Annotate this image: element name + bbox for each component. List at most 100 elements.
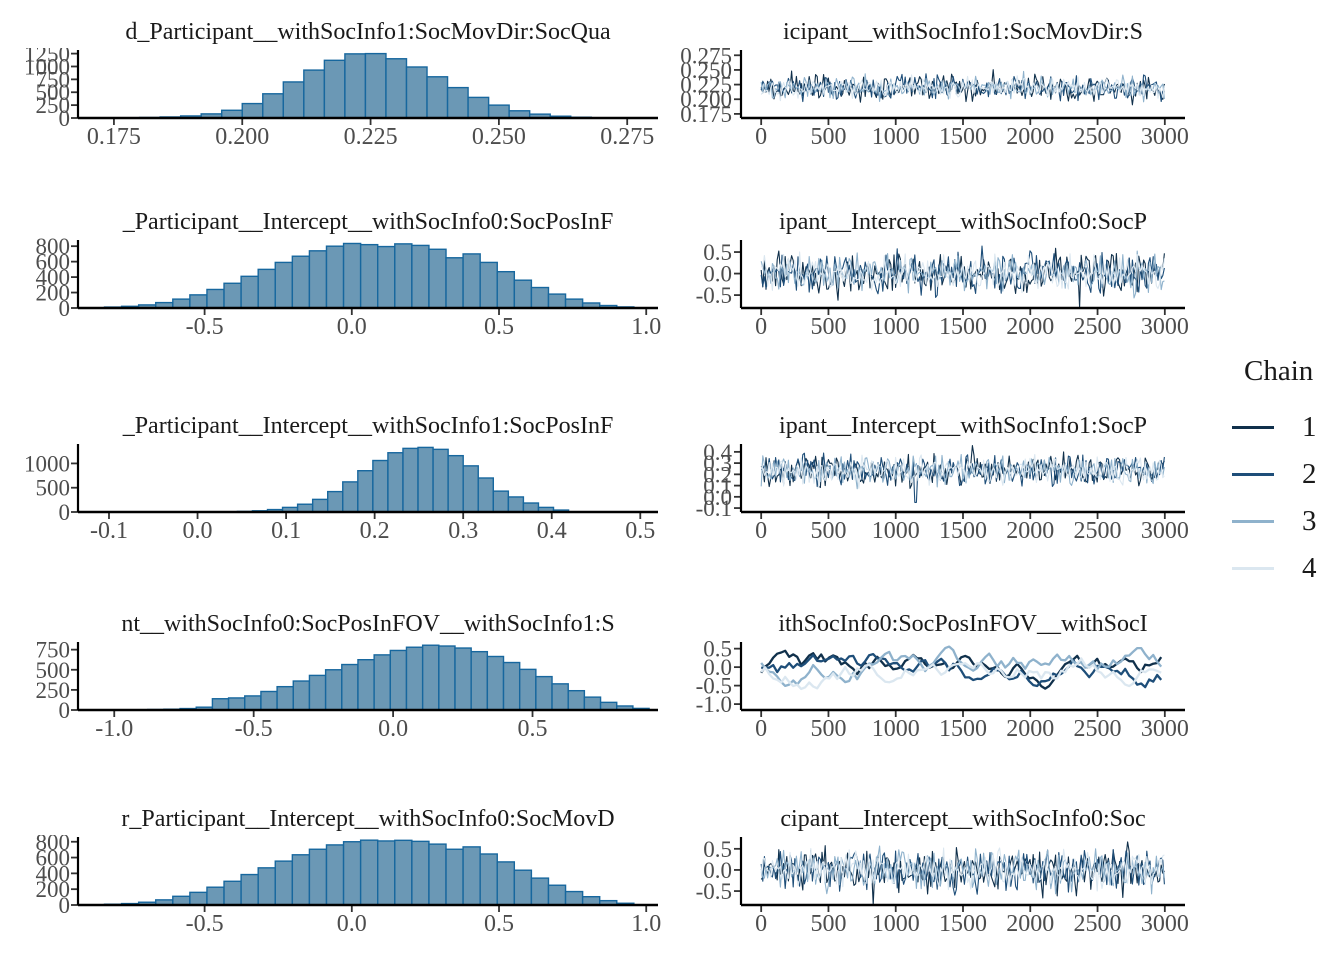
svg-text:0.4: 0.4 <box>537 518 567 544</box>
svg-text:-1.0: -1.0 <box>696 692 732 717</box>
svg-text:1000: 1000 <box>872 518 920 544</box>
svg-text:0.3: 0.3 <box>448 518 478 544</box>
plot-histogram-row-1: d_Participant__withSocInfo1:SocMovDir:So… <box>8 20 668 152</box>
svg-text:250: 250 <box>36 93 71 118</box>
svg-text:0: 0 <box>59 106 71 131</box>
legend-item-chain-3: 3 <box>1232 504 1344 537</box>
svg-text:500: 500 <box>810 911 846 937</box>
svg-text:0.5: 0.5 <box>518 716 548 742</box>
svg-text:0.5: 0.5 <box>625 518 655 544</box>
plot-trace-row-2: ipant__Intercept__withSocInfo0:SocP -0.5… <box>660 210 1193 342</box>
svg-text:1000: 1000 <box>872 716 920 742</box>
svg-text:1500: 1500 <box>939 518 987 544</box>
svg-text:1000: 1000 <box>872 314 920 340</box>
svg-text:0: 0 <box>755 314 767 340</box>
svg-text:500: 500 <box>36 658 71 683</box>
plot-trace-row-5: cipant__Intercept__withSocInfo0:Soc -0.5… <box>660 807 1193 939</box>
svg-text:0.1: 0.1 <box>271 518 301 544</box>
svg-text:2500: 2500 <box>1074 911 1122 937</box>
legend-label-chain-3: 3 <box>1302 504 1317 537</box>
plot-histogram-row-3: _Participant__Intercept__withSocInfo1:So… <box>8 414 668 546</box>
trace-svg-row-4: -1.0-0.50.00.5 0 500 1000 1500 2000 2500 3000 <box>696 640 1189 742</box>
svg-text:2500: 2500 <box>1074 716 1122 742</box>
legend-item-chain-4: 4 <box>1232 551 1344 584</box>
svg-text:1250: 1250 <box>24 48 70 67</box>
legend-label-chain-1: 1 <box>1302 410 1317 443</box>
svg-text:2000: 2000 <box>1006 911 1054 937</box>
svg-text:0.0: 0.0 <box>703 858 732 883</box>
svg-text:3000: 3000 <box>1141 518 1189 544</box>
svg-text:750: 750 <box>36 640 71 663</box>
plot-title: ipant__Intercept__withSocInfo0:SocP <box>779 210 1147 235</box>
svg-text:0.0: 0.0 <box>703 655 732 680</box>
svg-text:0.1: 0.1 <box>703 474 732 499</box>
svg-text:600: 600 <box>36 846 71 871</box>
svg-text:500: 500 <box>36 476 71 501</box>
svg-text:2000: 2000 <box>1006 124 1054 150</box>
svg-text:-0.1: -0.1 <box>696 496 732 521</box>
plot-title: r_Participant__Intercept__withSocInfo0:S… <box>121 807 615 832</box>
svg-text:400: 400 <box>36 265 71 290</box>
svg-text:0.5: 0.5 <box>703 240 732 265</box>
svg-text:0.275: 0.275 <box>600 124 654 150</box>
svg-text:0.250: 0.250 <box>472 124 526 150</box>
svg-text:0.225: 0.225 <box>344 124 398 150</box>
svg-text:-0.5: -0.5 <box>186 314 224 340</box>
svg-text:500: 500 <box>810 716 846 742</box>
plot-title: icipant__withSocInfo1:SocMovDir:S <box>783 20 1143 45</box>
svg-text:1500: 1500 <box>939 911 987 937</box>
trace-svg-row-5: -0.50.00.5 0 500 1000 1500 2000 2500 3000 <box>696 837 1189 937</box>
svg-text:0.175: 0.175 <box>87 124 141 150</box>
svg-text:0: 0 <box>59 698 71 723</box>
plot-histogram-row-2: _Participant__Intercept__withSocInfo0:So… <box>8 210 668 342</box>
svg-text:-0.5: -0.5 <box>235 716 273 742</box>
svg-text:-0.5: -0.5 <box>696 879 732 904</box>
chain-4-line-swatch <box>1232 566 1274 570</box>
legend-label-chain-4: 4 <box>1302 551 1317 584</box>
legend-item-chain-2: 2 <box>1232 457 1344 490</box>
svg-text:800: 800 <box>36 835 71 855</box>
plot-title: _Participant__Intercept__withSocInfo0:So… <box>122 210 614 235</box>
plot-histogram-row-4: nt__withSocInfo0:SocPosInFOV__withSocInf… <box>8 612 668 744</box>
svg-text:3000: 3000 <box>1141 911 1189 937</box>
legend-item-chain-1: 1 <box>1232 410 1344 443</box>
legend-label-chain-2: 2 <box>1302 457 1317 490</box>
svg-text:2000: 2000 <box>1006 518 1054 544</box>
svg-text:3000: 3000 <box>1141 716 1189 742</box>
chain-2-line-swatch <box>1232 472 1274 476</box>
svg-text:-0.5: -0.5 <box>696 283 732 308</box>
svg-text:1000: 1000 <box>24 451 70 476</box>
plot-trace-row-4: ithSocInfo0:SocPosInFOV__withSocI -1.0 -0… <box>660 612 1193 744</box>
svg-text:500: 500 <box>810 518 846 544</box>
svg-text:2500: 2500 <box>1074 124 1122 150</box>
svg-text:1500: 1500 <box>939 716 987 742</box>
svg-text:400: 400 <box>36 861 71 886</box>
svg-text:-0.5: -0.5 <box>696 674 732 699</box>
svg-text:1000: 1000 <box>872 124 920 150</box>
trace-svg-row-3: -0.10.00.10.20.30.4 0 500 1000 1500 2000 2500 3… <box>696 442 1189 544</box>
plot-title: ipant__Intercept__withSocInfo1:SocP <box>779 414 1147 439</box>
svg-text:3000: 3000 <box>1141 124 1189 150</box>
svg-text:2500: 2500 <box>1074 314 1122 340</box>
svg-text:0.0: 0.0 <box>703 485 732 510</box>
svg-text:0.0: 0.0 <box>337 911 367 937</box>
svg-text:750: 750 <box>36 67 71 92</box>
svg-text:0.275: 0.275 <box>680 48 732 68</box>
svg-text:0.0: 0.0 <box>337 314 367 340</box>
legend-title: Chain <box>1244 355 1314 387</box>
plot-trace-row-3: ipant__Intercept__withSocInfo1:SocP -0.1… <box>660 414 1193 546</box>
svg-text:-0.5: -0.5 <box>186 911 224 937</box>
svg-text:0.0: 0.0 <box>183 518 213 544</box>
svg-text:1000: 1000 <box>24 54 70 79</box>
svg-text:0.3: 0.3 <box>703 451 732 476</box>
svg-text:250: 250 <box>36 678 71 703</box>
svg-text:1.0: 1.0 <box>631 911 661 937</box>
plot-title: cipant__Intercept__withSocInfo0:Soc <box>780 807 1146 832</box>
svg-text:3000: 3000 <box>1141 314 1189 340</box>
